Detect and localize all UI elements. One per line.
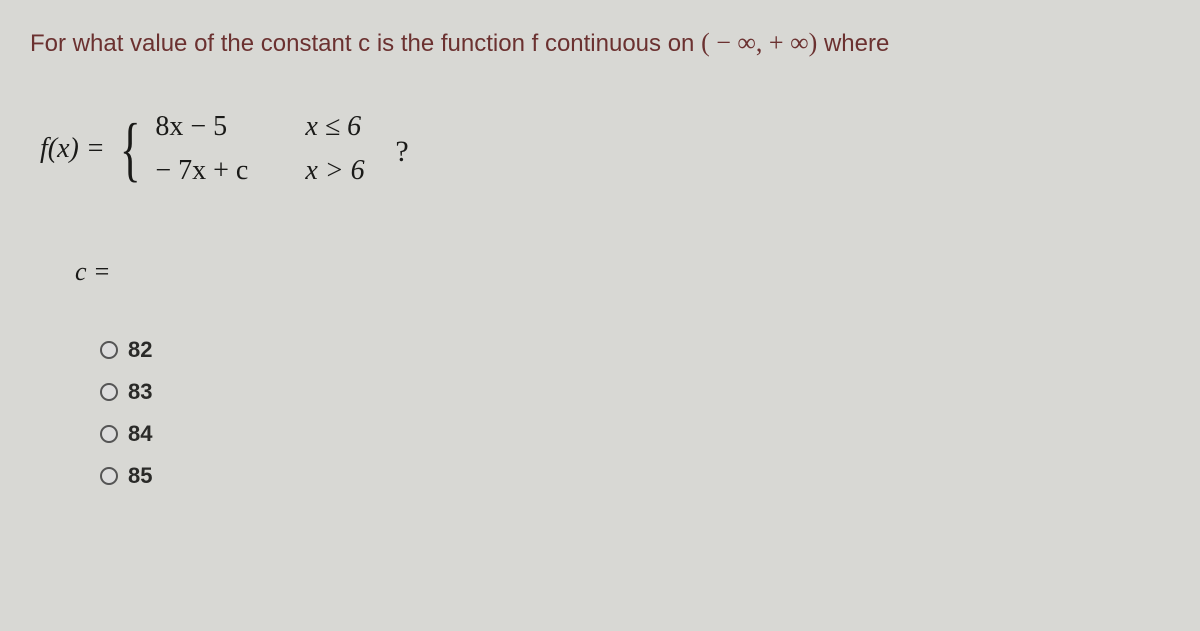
option-label: 85 xyxy=(128,463,152,489)
option-row-84[interactable]: 84 xyxy=(100,421,1170,447)
piecewise-rows: 8x − 5 x ≤ 6 − 7x + c x > 6 xyxy=(155,111,405,187)
c-equals-prompt: c = xyxy=(75,257,1170,287)
piecewise-function: f(x) = { 8x − 5 x ≤ 6 − 7x + c x > 6 ? xyxy=(40,111,1170,187)
options-list: 82 83 84 85 xyxy=(100,337,1170,489)
piecewise-row-1: 8x − 5 x ≤ 6 xyxy=(155,111,405,143)
radio-icon[interactable] xyxy=(100,467,118,485)
question-interval: ( − ∞, + ∞) xyxy=(701,28,817,57)
row1-condition: x ≤ 6 xyxy=(305,111,405,143)
option-row-82[interactable]: 82 xyxy=(100,337,1170,363)
fx-label: f(x) = xyxy=(40,133,105,165)
option-row-85[interactable]: 85 xyxy=(100,463,1170,489)
row2-expression: − 7x + c xyxy=(155,155,305,187)
radio-icon[interactable] xyxy=(100,383,118,401)
piecewise-row-2: − 7x + c x > 6 xyxy=(155,155,405,187)
option-label: 84 xyxy=(128,421,152,447)
radio-icon[interactable] xyxy=(100,425,118,443)
left-brace: { xyxy=(120,119,141,179)
question-text: For what value of the constant c is the … xyxy=(30,25,1170,61)
row2-condition: x > 6 xyxy=(305,155,405,187)
option-row-83[interactable]: 83 xyxy=(100,379,1170,405)
question-after: where xyxy=(824,30,889,57)
question-before: For what value of the constant c is the … xyxy=(30,30,701,57)
radio-icon[interactable] xyxy=(100,341,118,359)
option-label: 82 xyxy=(128,337,152,363)
question-mark: ? xyxy=(395,135,408,169)
option-label: 83 xyxy=(128,379,152,405)
row1-expression: 8x − 5 xyxy=(155,111,305,143)
